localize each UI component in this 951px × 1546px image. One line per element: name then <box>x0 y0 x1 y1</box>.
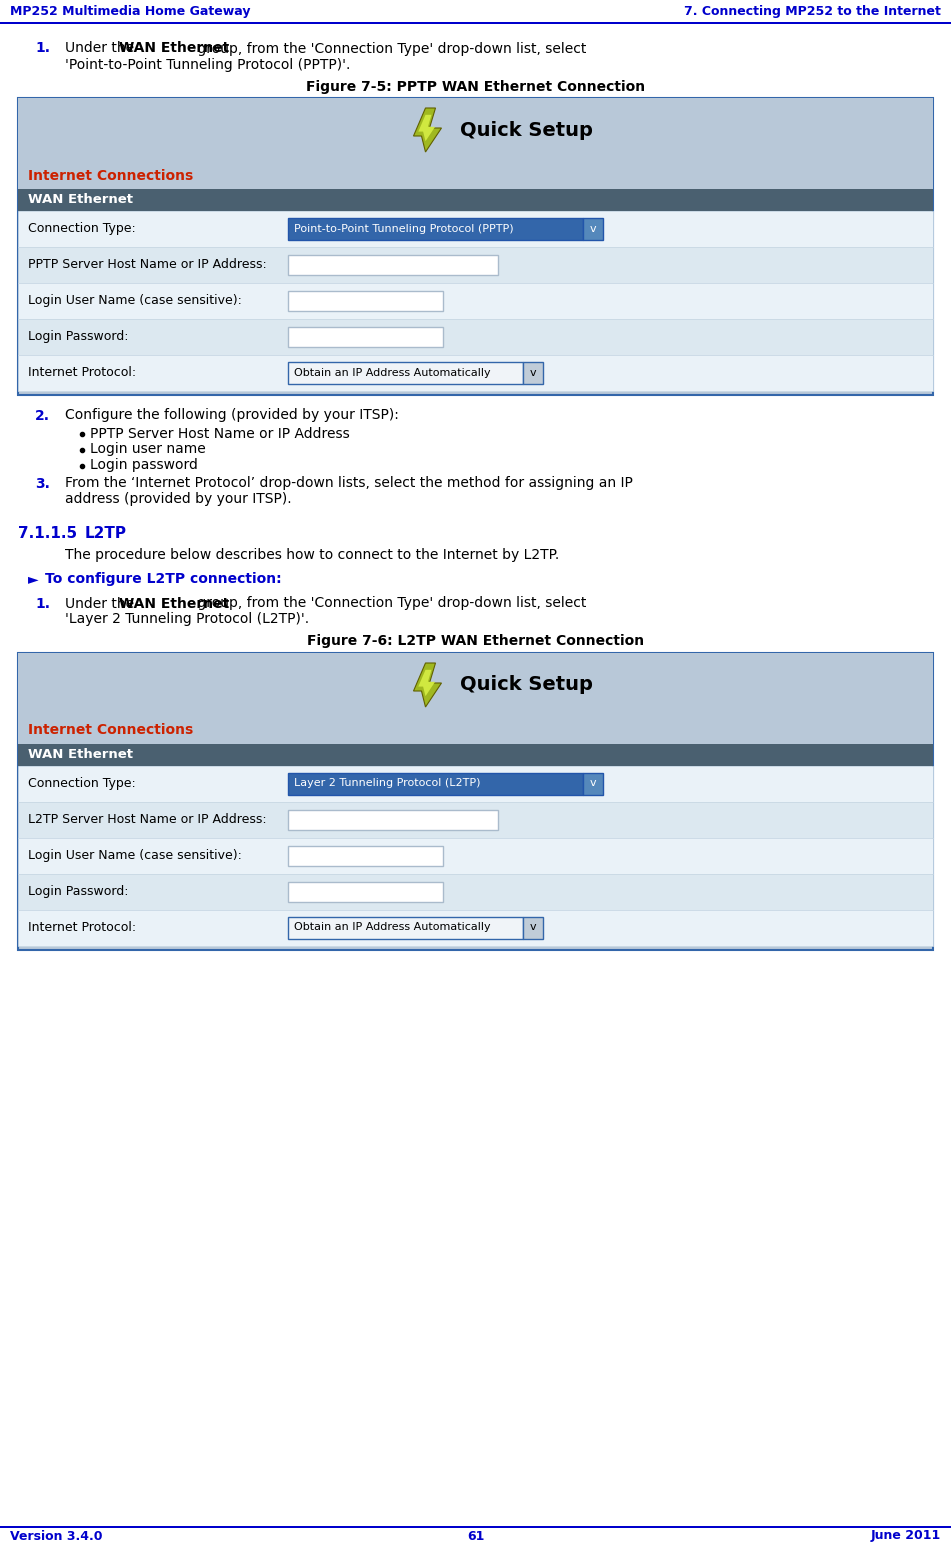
Text: To configure L2TP connection:: To configure L2TP connection: <box>45 572 281 586</box>
Text: 7.1.1.5: 7.1.1.5 <box>18 527 77 541</box>
Bar <box>288 362 523 383</box>
Text: Obtain an IP Address Automatically: Obtain an IP Address Automatically <box>294 923 491 932</box>
Text: Connection Type:: Connection Type: <box>28 778 136 790</box>
Bar <box>18 838 933 873</box>
Text: Figure 7-6: L2TP WAN Ethernet Connection: Figure 7-6: L2TP WAN Ethernet Connection <box>307 634 644 648</box>
Text: Layer 2 Tunneling Protocol (L2TP): Layer 2 Tunneling Protocol (L2TP) <box>294 779 480 788</box>
Bar <box>18 801 933 838</box>
Text: June 2011: June 2011 <box>871 1529 941 1543</box>
Bar <box>18 283 933 318</box>
Text: Version 3.4.0: Version 3.4.0 <box>10 1529 103 1543</box>
Text: Internet Protocol:: Internet Protocol: <box>28 921 136 934</box>
Text: Configure the following (provided by your ITSP):: Configure the following (provided by you… <box>65 408 398 422</box>
Bar <box>18 652 933 717</box>
Text: 7. Connecting MP252 to the Internet: 7. Connecting MP252 to the Internet <box>684 5 941 17</box>
Polygon shape <box>418 669 436 696</box>
Text: Quick Setup: Quick Setup <box>460 121 593 139</box>
Bar <box>18 652 933 949</box>
Text: 61: 61 <box>467 1529 484 1543</box>
Text: WAN Ethernet: WAN Ethernet <box>28 748 133 761</box>
Text: Internet Protocol:: Internet Protocol: <box>28 366 136 379</box>
Text: 'Layer 2 Tunneling Protocol (L2TP)'.: 'Layer 2 Tunneling Protocol (L2TP)'. <box>65 612 309 626</box>
Text: Under the: Under the <box>65 597 139 611</box>
Bar <box>288 291 443 311</box>
Bar <box>0 0 951 22</box>
Bar <box>18 97 933 162</box>
Text: Login User Name (case sensitive):: Login User Name (case sensitive): <box>28 294 242 308</box>
Bar <box>288 810 498 830</box>
Polygon shape <box>414 663 441 707</box>
Bar <box>18 909 933 946</box>
Bar <box>288 917 523 938</box>
Text: Internet Connections: Internet Connections <box>28 169 193 182</box>
Bar <box>18 354 933 391</box>
Bar <box>583 218 603 240</box>
Text: 1.: 1. <box>35 597 50 611</box>
Bar <box>288 881 443 901</box>
Bar <box>18 189 933 210</box>
Text: Login Password:: Login Password: <box>28 884 128 898</box>
Text: The procedure below describes how to connect to the Internet by L2TP.: The procedure below describes how to con… <box>65 549 559 563</box>
Text: v: v <box>590 224 596 233</box>
Text: Point-to-Point Tunneling Protocol (PPTP): Point-to-Point Tunneling Protocol (PPTP) <box>294 224 514 233</box>
Bar <box>18 210 933 246</box>
Text: Connection Type:: Connection Type: <box>28 223 136 235</box>
Text: 'Point-to-Point Tunneling Protocol (PPTP)'.: 'Point-to-Point Tunneling Protocol (PPTP… <box>65 57 350 71</box>
Text: Quick Setup: Quick Setup <box>460 676 593 694</box>
Bar <box>288 773 583 795</box>
Bar <box>18 717 933 744</box>
Bar <box>288 846 443 866</box>
Bar <box>288 218 583 240</box>
Text: Login user name: Login user name <box>90 442 205 456</box>
Text: v: v <box>590 779 596 788</box>
Text: ►: ► <box>28 572 39 586</box>
Text: Login Password:: Login Password: <box>28 329 128 343</box>
Text: Internet Connections: Internet Connections <box>28 724 193 737</box>
Text: 1.: 1. <box>35 42 50 56</box>
Bar <box>583 773 603 795</box>
Bar <box>18 765 933 801</box>
Text: group, from the 'Connection Type' drop-down list, select: group, from the 'Connection Type' drop-d… <box>193 597 587 611</box>
Polygon shape <box>414 108 441 152</box>
Text: group, from the 'Connection Type' drop-down list, select: group, from the 'Connection Type' drop-d… <box>193 42 587 56</box>
Polygon shape <box>418 114 436 141</box>
Text: L2TP: L2TP <box>85 527 127 541</box>
Bar <box>18 744 933 765</box>
Text: v: v <box>530 923 536 932</box>
Bar <box>288 326 443 346</box>
Text: PPTP Server Host Name or IP Address: PPTP Server Host Name or IP Address <box>90 427 350 441</box>
Bar <box>18 97 933 394</box>
Text: From the ‘Internet Protocol’ drop-down lists, select the method for assigning an: From the ‘Internet Protocol’ drop-down l… <box>65 476 632 490</box>
Text: L2TP Server Host Name or IP Address:: L2TP Server Host Name or IP Address: <box>28 813 266 826</box>
Bar <box>523 917 543 938</box>
Text: Figure 7-5: PPTP WAN Ethernet Connection: Figure 7-5: PPTP WAN Ethernet Connection <box>306 79 645 93</box>
Text: Under the: Under the <box>65 42 139 56</box>
Text: Obtain an IP Address Automatically: Obtain an IP Address Automatically <box>294 368 491 377</box>
Text: MP252 Multimedia Home Gateway: MP252 Multimedia Home Gateway <box>10 5 250 17</box>
Bar <box>18 246 933 283</box>
Bar <box>288 255 498 275</box>
Bar <box>18 162 933 189</box>
Bar <box>18 318 933 354</box>
Text: WAN Ethernet: WAN Ethernet <box>28 193 133 206</box>
Bar <box>18 873 933 909</box>
Text: PPTP Server Host Name or IP Address:: PPTP Server Host Name or IP Address: <box>28 258 266 271</box>
Text: Login password: Login password <box>90 459 198 473</box>
Text: Login User Name (case sensitive):: Login User Name (case sensitive): <box>28 849 242 863</box>
Text: 2.: 2. <box>35 408 50 422</box>
Bar <box>523 362 543 383</box>
Text: WAN Ethernet: WAN Ethernet <box>119 597 229 611</box>
Text: 3.: 3. <box>35 476 49 490</box>
Text: WAN Ethernet: WAN Ethernet <box>119 42 229 56</box>
Text: address (provided by your ITSP).: address (provided by your ITSP). <box>65 493 292 507</box>
Text: v: v <box>530 368 536 377</box>
